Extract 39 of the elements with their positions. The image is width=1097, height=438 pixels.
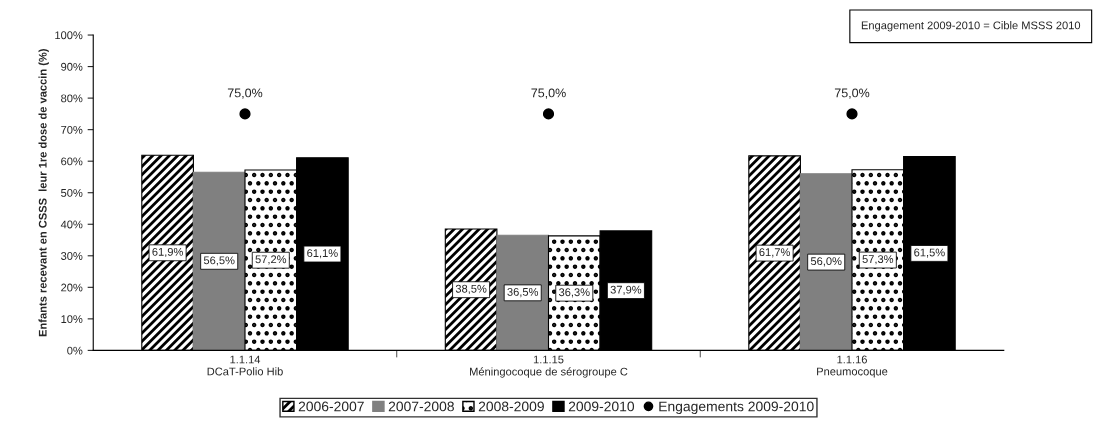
x-tick-label: 1.1.16 Pneumocoque: [817, 355, 888, 378]
data-label: 38,5%: [455, 284, 487, 294]
y-tick-label: 30%: [61, 252, 83, 260]
data-label: 61,5%: [914, 248, 945, 258]
y-tick-label: 70%: [61, 125, 83, 134]
text: Engagement 2009-2010 = Cible MSSS 2010: [861, 21, 1081, 32]
data-label: 75,0%: [531, 88, 566, 99]
y-tick-label: 80%: [61, 94, 83, 103]
y-axis-title: Enfants recevant en CSSS leur 1re dose de vaccin (%): [38, 49, 49, 337]
y-tick-label: 10%: [61, 315, 83, 323]
legend-label: Engagements 2009-2010: [659, 401, 814, 415]
y-tick-label: 0%: [67, 346, 83, 355]
data-label: 75,0%: [834, 88, 870, 99]
legend-label: 2006-2007: [298, 401, 364, 412]
data-label: 36,5%: [507, 287, 539, 298]
bar: [496, 234, 550, 351]
data-label: 61,1%: [307, 249, 338, 259]
x-tick-label: 1.1.14 DCaT-Polio Hib: [207, 355, 283, 376]
y-tick-label: 100%: [55, 31, 83, 40]
legend-label: 2008-2009: [478, 401, 544, 412]
y-tick-label: 50%: [61, 188, 83, 197]
x-tick-label: 1.1.15 Méningocoque de sérogroupe C: [470, 355, 628, 378]
bar: [799, 173, 853, 351]
legend-label: 2009-2010: [568, 401, 635, 412]
data-label: 36,3%: [558, 288, 590, 298]
y-tick-label: 90%: [61, 62, 83, 71]
y-tick-label: 60%: [61, 157, 83, 166]
data-label: 75,0%: [227, 88, 263, 99]
data-label: 56,5%: [203, 256, 235, 266]
data-label: 57,2%: [255, 255, 287, 265]
y-tick-label: 40%: [60, 220, 83, 229]
data-label: 61,7%: [759, 248, 790, 258]
data-label: 37,9%: [610, 285, 642, 295]
data-label: 56,0%: [810, 257, 842, 267]
data-label: 61,9%: [152, 247, 183, 258]
legend-label: 2007-2008: [388, 401, 454, 412]
y-tick-label: 20%: [61, 283, 83, 292]
data-label: 57,3%: [862, 255, 894, 265]
bar: [192, 171, 246, 351]
